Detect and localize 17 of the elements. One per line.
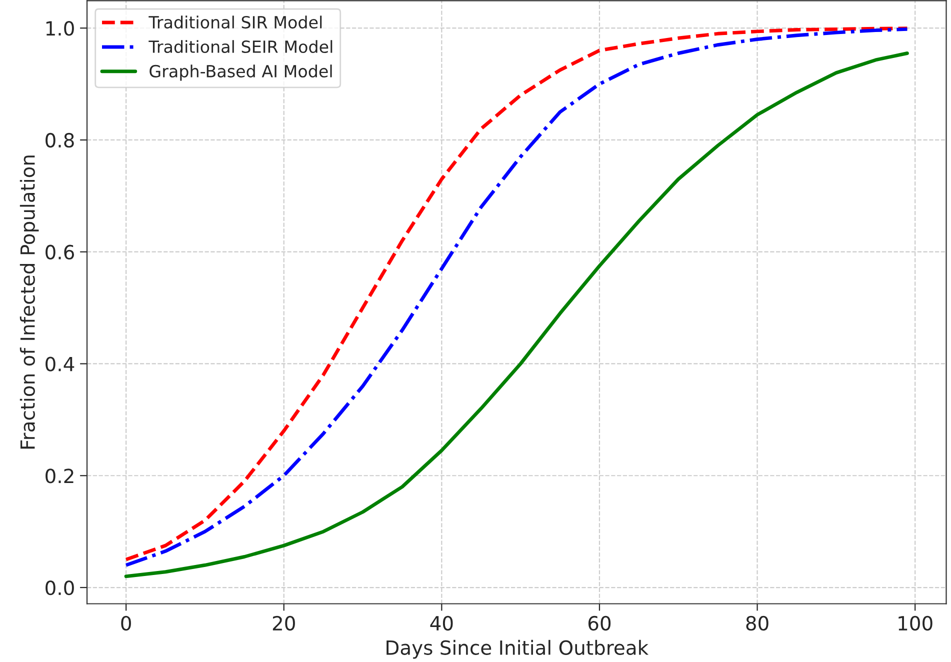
legend-label: Traditional SIR Model bbox=[148, 16, 322, 29]
x-tick-label: 100 bbox=[898, 616, 932, 631]
y-axis-title: Fraction of Infected Population bbox=[20, 156, 39, 449]
x-tick-label: 80 bbox=[746, 616, 768, 631]
y-tick-label: 0.2 bbox=[46, 468, 74, 484]
x-tick-label: 20 bbox=[272, 616, 295, 631]
x-tick-label: 60 bbox=[588, 616, 611, 631]
y-tick-label: 0.6 bbox=[46, 244, 74, 260]
y-tick-label: 0.4 bbox=[46, 356, 74, 372]
y-tick-label: 0.8 bbox=[46, 132, 74, 148]
legend-label: Traditional SEIR Model bbox=[148, 40, 332, 54]
x-tick-label: 40 bbox=[430, 616, 453, 631]
legend-label: Graph-Based AI Model bbox=[150, 64, 332, 81]
y-tick-label: 1.0 bbox=[46, 21, 74, 36]
x-axis-title: Days Since Initial Outbreak bbox=[386, 640, 649, 659]
y-tick-label: 0.0 bbox=[46, 580, 74, 596]
x-tick-label: 0 bbox=[121, 616, 131, 631]
